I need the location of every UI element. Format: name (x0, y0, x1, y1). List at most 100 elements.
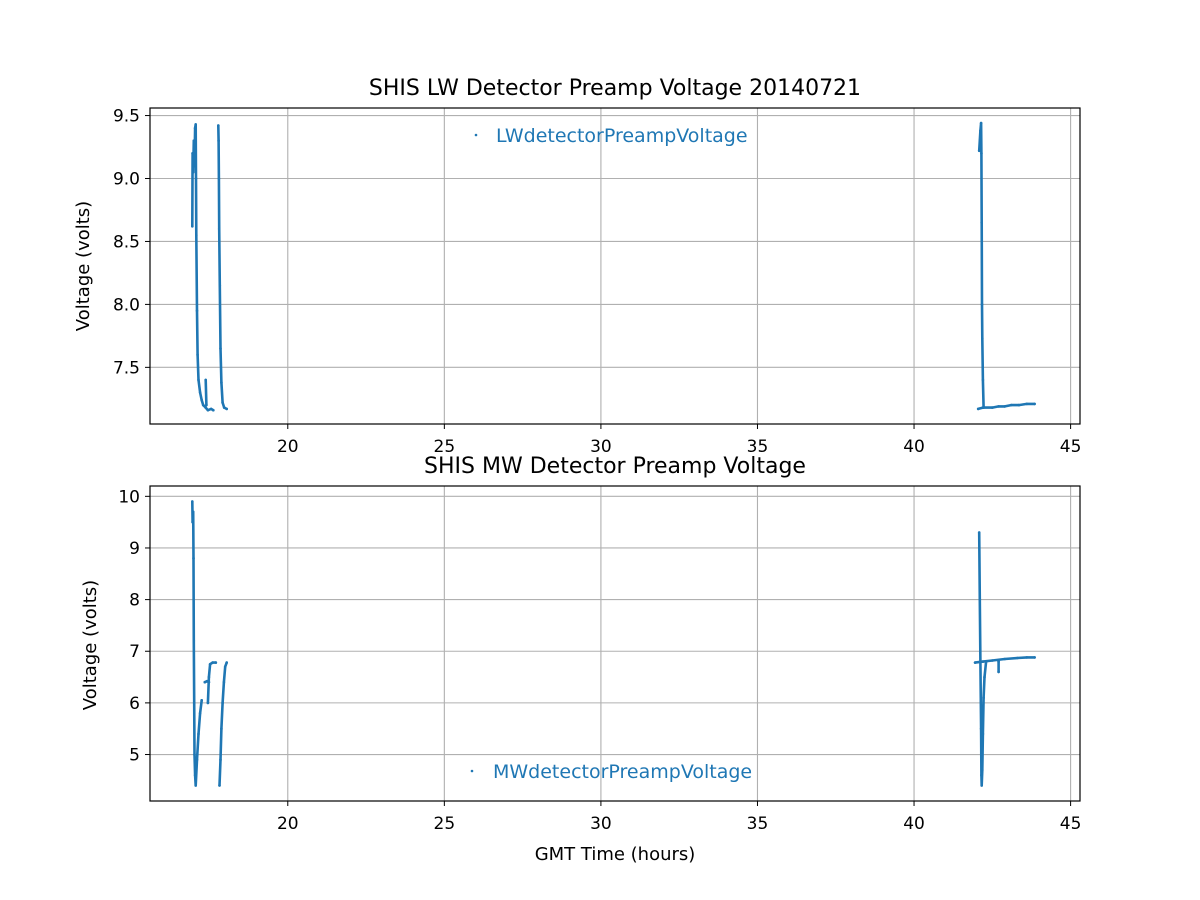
mw-y-tick-label: 9 (129, 539, 140, 559)
lw-data-point (1025, 402, 1029, 406)
mw-legend-marker (470, 769, 474, 773)
lw-data-point (218, 284, 222, 287)
lw-data-point (997, 405, 1000, 408)
lw-legend-marker (474, 133, 478, 137)
mw-data-point (980, 773, 983, 777)
mw-y-tick-label: 7 (129, 642, 140, 662)
lw-grid (150, 108, 1080, 424)
lw-data-point (212, 408, 215, 412)
lw-data-trace (204, 378, 208, 407)
lw-data-point (1003, 405, 1007, 408)
mw-data-point (220, 727, 223, 730)
lw-series-layer (191, 121, 1036, 412)
lw-data-point (205, 403, 208, 407)
mw-data-point (219, 758, 222, 761)
mw-data-point (195, 758, 199, 761)
mw-data-point (200, 699, 203, 702)
lw-x-tick-label: 25 (434, 437, 456, 457)
lw-data-point (991, 406, 994, 409)
mw-data-point (978, 598, 982, 601)
mw-data-point (197, 732, 200, 736)
lw-data-point (220, 381, 223, 384)
lw-y-tick-label: 9.5 (113, 107, 140, 127)
mw-grid (150, 486, 1080, 801)
mw-legend: MWdetectorPreampVoltage (470, 761, 752, 783)
lw-legend: LWdetectorPreampVoltage (474, 125, 748, 147)
lw-data-point (195, 309, 199, 313)
mw-data-point (206, 701, 210, 705)
mw-y-tick-label: 5 (129, 746, 140, 766)
lw-y-tick-label: 8.0 (113, 295, 140, 315)
mw-data-point (1033, 656, 1036, 659)
mw-data-point (222, 680, 226, 684)
mw-data-point (983, 675, 986, 679)
lw-data-point (193, 126, 197, 130)
lw-data-point (1033, 402, 1036, 406)
mw-y-tick-label: 10 (118, 487, 140, 507)
lw-data-point (191, 152, 194, 155)
lw-legend-label: LWdetectorPreampVoltage (496, 125, 748, 147)
lw-data-point (206, 408, 210, 412)
mw-data-point (982, 696, 985, 699)
lw-chart-title: SHIS LW Detector Preamp Voltage 20140721 (369, 76, 861, 101)
mw-data-point (214, 661, 218, 664)
lw-data-point (193, 164, 196, 168)
mw-data-point (981, 768, 984, 772)
lw-data-trace (217, 124, 228, 411)
mw-data-point (193, 753, 196, 756)
lw-data-point (196, 353, 199, 357)
mw-data-point (997, 670, 1000, 674)
lw-ticks: 20 25 30 35 40 45 7.5 8.0 8.5 9.0 9.5 (113, 107, 1081, 457)
lw-x-tick-label: 45 (1060, 437, 1082, 457)
mw-x-tick-label: 30 (590, 814, 612, 834)
mw-data-point (1016, 656, 1019, 660)
mw-data-point (191, 520, 194, 524)
mw-axes-frame (149, 485, 1081, 802)
lw-data-point (217, 124, 220, 127)
mw-y-tick-label: 8 (129, 591, 140, 611)
mw-data-point (981, 660, 985, 663)
mw-data-point (981, 732, 985, 736)
lw-x-tick-label: 35 (747, 437, 769, 457)
lw-y-tick-label: 7.5 (113, 358, 140, 378)
lw-data-point (1009, 403, 1013, 407)
lw-x-tick-label: 20 (277, 437, 299, 457)
lw-data-point (194, 177, 198, 180)
mw-data-point (980, 784, 983, 787)
mw-y-tick-label: 6 (129, 694, 140, 714)
mw-data-point (218, 784, 221, 787)
lw-data-point (204, 378, 207, 382)
mw-data-point (192, 639, 196, 643)
lw-data-point (976, 407, 980, 411)
mw-data-point (979, 660, 982, 663)
lw-y-tick-label: 8.5 (113, 232, 140, 252)
lw-y-axis-label: Voltage (volts) (73, 201, 94, 331)
lw-data-point (191, 170, 195, 174)
mw-x-axis-label: GMT Time (hours) (535, 844, 696, 865)
lw-data-point (200, 398, 203, 402)
lw-voltage-panel: 20 25 30 35 40 45 7.5 8.0 8.5 9.0 9.5 SHIS LW Dete… (73, 76, 1081, 457)
lw-data-point (204, 406, 207, 409)
lw-data-point (201, 403, 205, 407)
mw-data-point (198, 711, 202, 715)
lw-data-point (980, 221, 983, 224)
mw-series-layer (191, 500, 1036, 787)
lw-data-point (980, 303, 984, 306)
lw-y-tick-label: 9.0 (113, 170, 140, 190)
mw-data-point (984, 660, 988, 663)
lw-data-point (209, 407, 213, 411)
mw-x-tick-label: 40 (903, 814, 925, 834)
mw-data-point (973, 661, 977, 664)
lw-data-point (217, 227, 221, 231)
mw-data-point (192, 701, 196, 705)
mw-data-point (194, 784, 197, 787)
mw-data-point (977, 531, 981, 534)
mw-voltage-panel: 20 25 30 35 40 45 5 6 7 8 9 10 SHIS MW Detector Pre… (80, 454, 1081, 865)
lw-x-tick-label: 40 (903, 437, 925, 457)
lw-data-point (217, 139, 220, 142)
mw-data-point (191, 510, 195, 514)
lw-data-point (981, 378, 985, 382)
lw-data-point (979, 121, 983, 125)
lw-data-point (979, 129, 982, 132)
